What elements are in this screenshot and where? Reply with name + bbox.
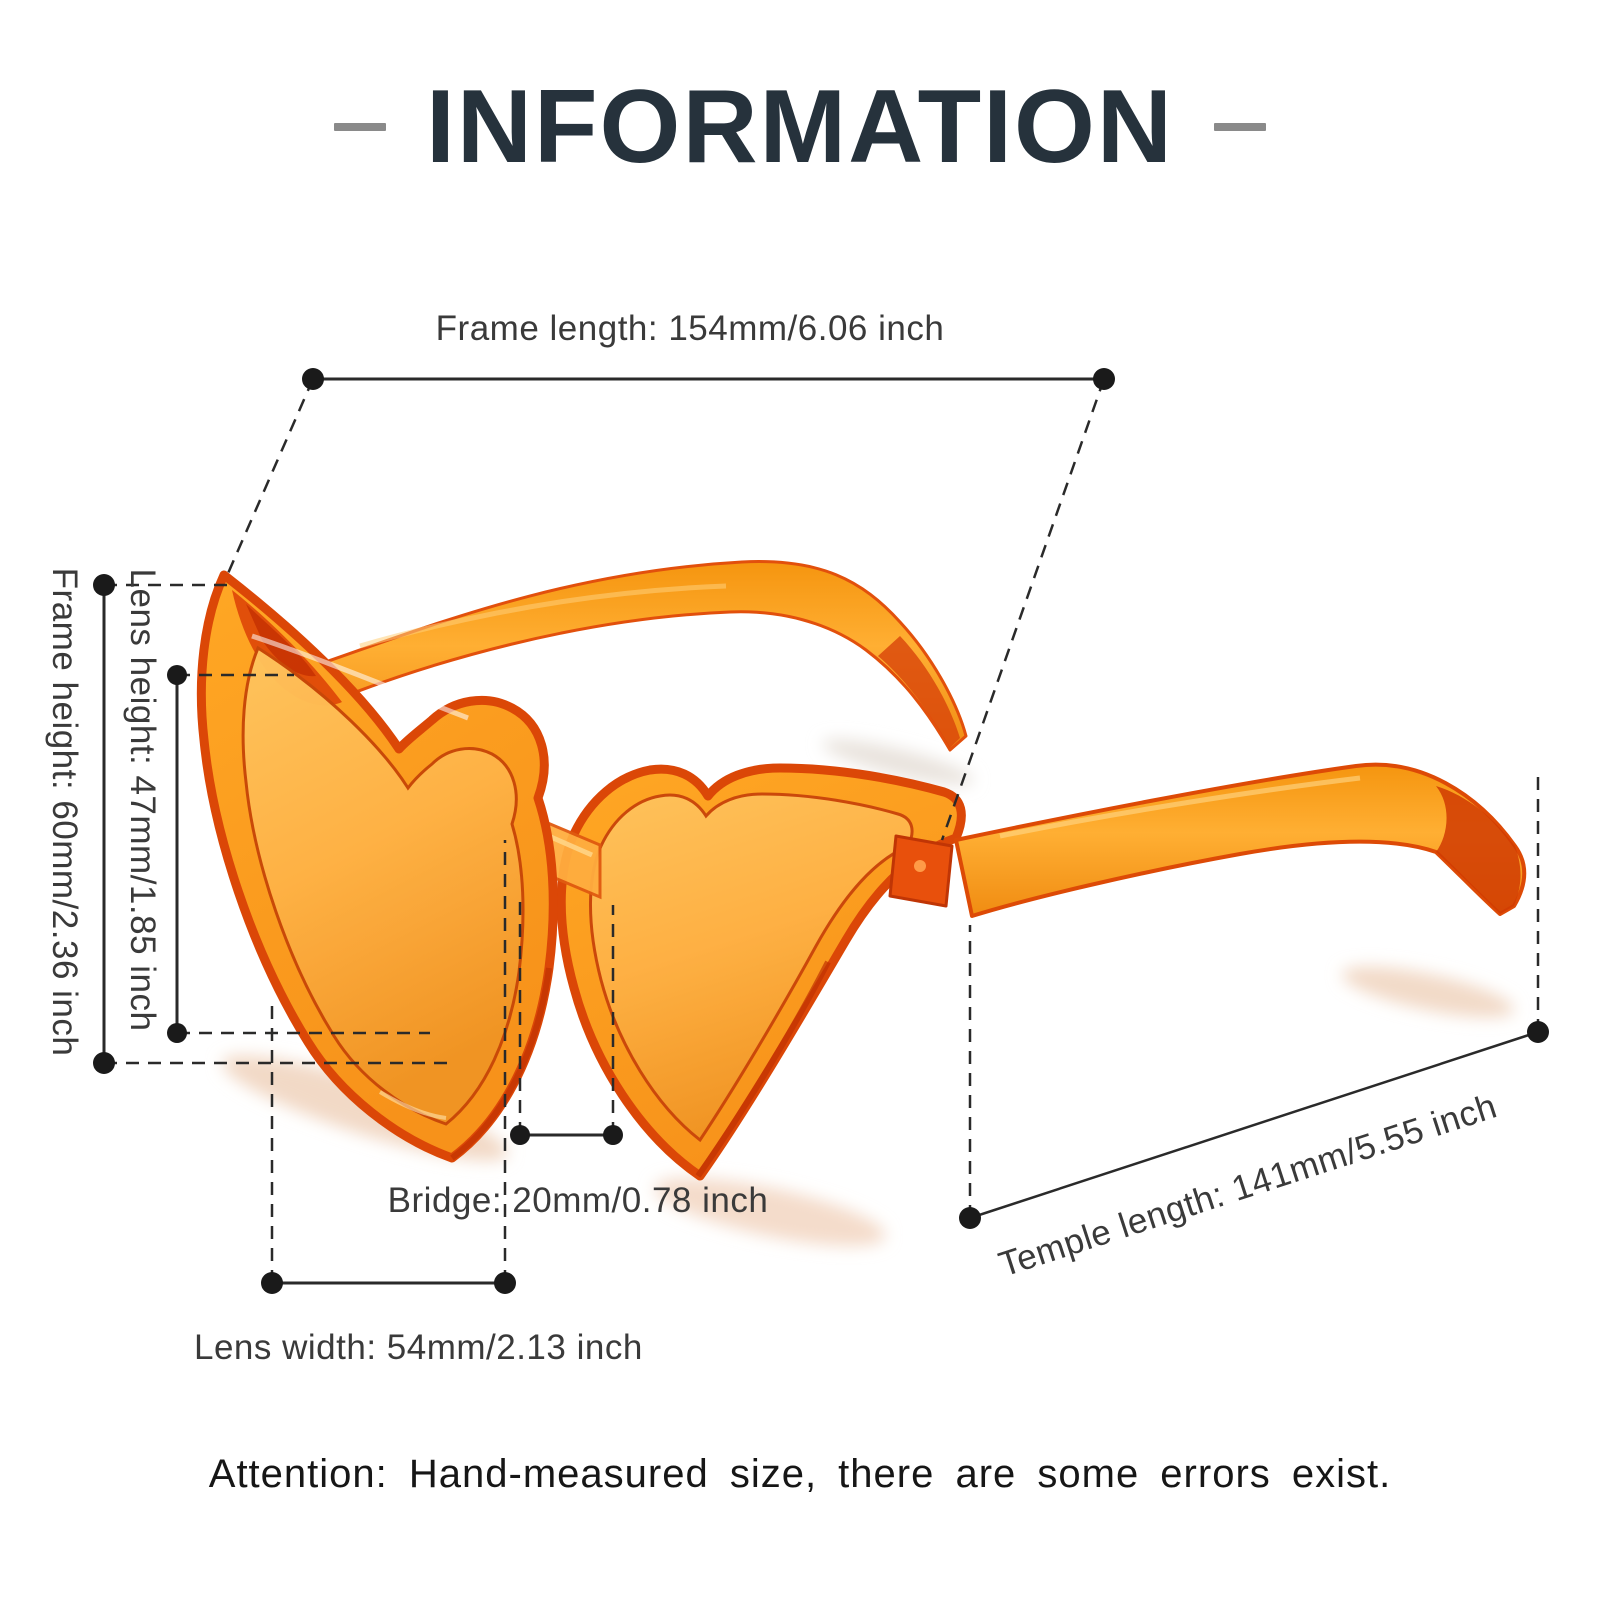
frame-length-extension-left bbox=[224, 378, 315, 579]
frame-length-extension-right bbox=[940, 378, 1106, 841]
measure-dot bbox=[1527, 1021, 1549, 1043]
right-lens bbox=[556, 763, 966, 1181]
title-row: INFORMATION bbox=[0, 62, 1600, 192]
measure-dot bbox=[959, 1207, 981, 1229]
far-temple-arm bbox=[306, 560, 968, 752]
left-lens bbox=[196, 570, 558, 1163]
measure-dots bbox=[93, 368, 1549, 1294]
measure-dot bbox=[93, 574, 115, 596]
measure-dot bbox=[494, 1272, 516, 1294]
measure-dot bbox=[1093, 368, 1115, 390]
frame-length-label: Frame length: 154mm/6.06 inch bbox=[435, 309, 945, 348]
attention-note: Attention: Hand-measured size, there are… bbox=[208, 1452, 1392, 1496]
measure-dot bbox=[261, 1272, 283, 1294]
temple-length-line bbox=[969, 1030, 1539, 1220]
title-dash-right bbox=[1213, 123, 1266, 131]
measurement-lines bbox=[102, 377, 1540, 1285]
page-title: INFORMATION bbox=[426, 69, 1174, 185]
title-dash-left bbox=[334, 123, 387, 131]
bridge-label: Bridge: 20mm/0.78 inch bbox=[387, 1181, 769, 1220]
measure-dot bbox=[167, 1023, 187, 1043]
measure-dot bbox=[510, 1125, 530, 1145]
measure-dot bbox=[167, 665, 187, 685]
lens-height-label: Lens height: 47mm/1.85 inch bbox=[123, 568, 162, 1032]
near-temple-arm bbox=[954, 762, 1527, 918]
lens-width-label: Lens width: 54mm/2.13 inch bbox=[194, 1328, 643, 1367]
measure-dot bbox=[302, 368, 324, 390]
hinge bbox=[888, 834, 954, 908]
frame-height-label: Frame height: 60mm/2.36 inch bbox=[45, 567, 84, 1057]
measure-dot bbox=[603, 1125, 623, 1145]
measure-dot bbox=[93, 1052, 115, 1074]
